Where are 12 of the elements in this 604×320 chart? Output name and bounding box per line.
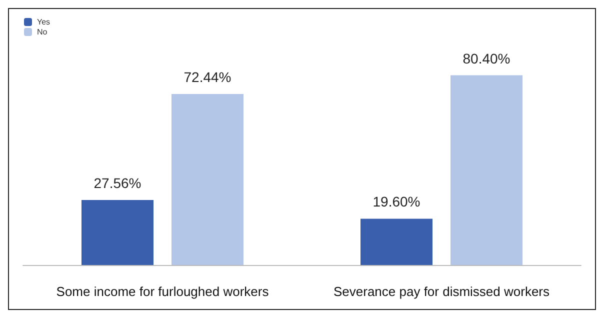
bar	[450, 75, 522, 265]
legend-label: Yes	[37, 18, 50, 26]
data-label: 27.56%	[94, 174, 142, 191]
x-tick-label: Severance pay for dismissed workers	[333, 284, 550, 299]
bar	[82, 200, 154, 265]
bar	[360, 218, 432, 265]
legend-label: No	[37, 28, 48, 36]
data-label: 72.44%	[184, 69, 232, 86]
data-label: 80.40%	[462, 50, 510, 66]
x-tick-label: Some income for furloughed workers	[56, 284, 270, 299]
bar	[172, 94, 244, 265]
data-label: 19.60%	[372, 194, 420, 210]
